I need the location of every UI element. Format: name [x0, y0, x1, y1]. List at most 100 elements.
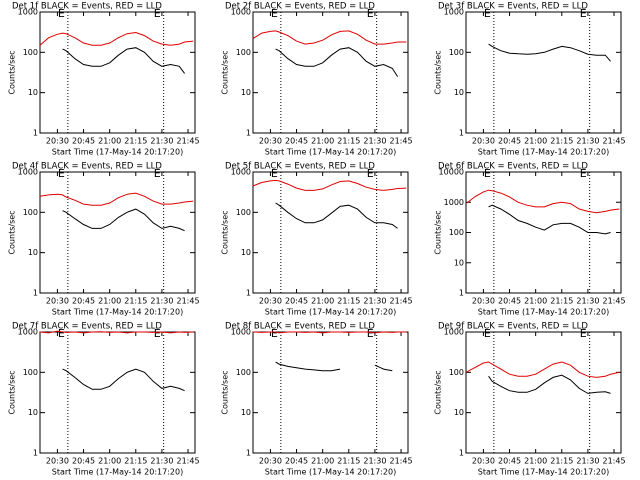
x-tick-label: 20:30	[259, 297, 282, 306]
y-tick-label: 100	[236, 48, 251, 57]
event-label: E	[271, 7, 278, 20]
plot-frame	[252, 331, 409, 454]
x-tick-label: 20:30	[46, 457, 69, 466]
y-tick-label: 10	[241, 248, 251, 257]
y-tick-label: 1000	[18, 168, 38, 177]
y-tick-label: 1	[33, 289, 38, 298]
x-axis-label: Start Time (17-May-14 20:17:20)	[265, 148, 396, 157]
y-axis-label: Counts/sec	[221, 50, 230, 94]
event-label: E	[271, 327, 278, 340]
x-tick-label: 21:15	[550, 457, 573, 466]
series-line	[275, 361, 393, 372]
x-tick-label: 20:45	[285, 297, 308, 306]
x-tick-label: 21:15	[124, 137, 147, 146]
event-label: E	[154, 327, 161, 340]
y-tick-label: 1	[459, 289, 464, 298]
y-tick-label: 1000	[444, 328, 464, 337]
series-line	[488, 374, 611, 394]
series-line	[275, 202, 398, 229]
x-axis-label: Start Time (17-May-14 20:17:20)	[478, 148, 609, 157]
y-axis-label: Counts/sec	[434, 50, 443, 94]
y-axis-label: Counts/sec	[434, 210, 443, 254]
event-label: E	[484, 327, 491, 340]
x-tick-label: 20:45	[498, 457, 521, 466]
x-tick-label: 20:30	[259, 457, 282, 466]
series-line	[39, 192, 194, 206]
y-tick-label: 10000	[439, 168, 464, 177]
x-axis-label: Start Time (17-May-14 20:17:20)	[52, 308, 183, 317]
chart-title: Det 2f BLACK = Events, RED = LLD	[225, 2, 375, 12]
event-label: E	[58, 327, 65, 340]
x-tick-label: 21:15	[124, 297, 147, 306]
x-axis-label: Start Time (17-May-14 20:17:20)	[478, 468, 609, 477]
x-tick-label: 21:45	[390, 457, 413, 466]
series-line	[488, 204, 611, 235]
series-line	[465, 361, 620, 378]
y-tick-label: 1	[246, 289, 251, 298]
event-label: E	[484, 167, 491, 180]
event-label: E	[484, 7, 491, 20]
plot-frame	[252, 11, 409, 134]
chart-title: Det 6f BLACK = Events, RED = LLD	[438, 162, 588, 172]
y-tick-label: 1000	[231, 8, 251, 17]
series-line	[275, 47, 399, 77]
x-tick-label: 21:15	[337, 137, 360, 146]
y-tick-label: 1000	[231, 328, 251, 337]
y-tick-label: 1000	[18, 328, 38, 337]
x-axis-label: Start Time (17-May-14 20:17:20)	[52, 468, 183, 477]
chart-title: Det 5f BLACK = Events, RED = LLD	[225, 162, 375, 172]
x-tick-label: 21:45	[390, 297, 413, 306]
plot-frame	[39, 11, 196, 134]
x-tick-label: 21:30	[576, 137, 599, 146]
y-tick-label: 10	[454, 258, 464, 267]
x-tick-label: 21:30	[150, 297, 173, 306]
y-tick-label: 1	[33, 129, 38, 138]
y-axis-label: Counts/sec	[8, 370, 17, 414]
plot-frame	[252, 171, 409, 294]
series-line	[465, 189, 620, 214]
series-line	[62, 208, 185, 232]
chart-title: Det 3f BLACK = Events, RED = LLD	[438, 2, 588, 12]
y-tick-label: 1	[246, 449, 251, 458]
x-tick-label: 21:00	[98, 297, 121, 306]
y-tick-label: 1000	[444, 198, 464, 207]
x-tick-label: 20:30	[259, 137, 282, 146]
x-tick-label: 21:30	[576, 457, 599, 466]
x-tick-label: 21:00	[311, 137, 334, 146]
event-label: E	[367, 7, 374, 20]
x-tick-label: 21:00	[98, 137, 121, 146]
chart-title: Det 8f BLACK = Events, RED = LLD	[225, 322, 375, 332]
plot-frame	[39, 331, 196, 454]
x-tick-label: 20:45	[72, 297, 95, 306]
series-line	[39, 31, 194, 46]
event-label: E	[58, 7, 65, 20]
x-tick-label: 20:45	[498, 297, 521, 306]
x-tick-label: 21:00	[311, 457, 334, 466]
x-tick-label: 20:30	[46, 137, 69, 146]
series-line	[39, 330, 194, 334]
series-line	[252, 331, 407, 334]
y-tick-label: 10	[454, 88, 464, 97]
event-label: E	[154, 167, 161, 180]
y-axis-label: Counts/sec	[8, 50, 17, 94]
event-label: E	[580, 7, 587, 20]
x-tick-label: 21:00	[524, 297, 547, 306]
y-tick-label: 100	[23, 48, 38, 57]
x-tick-label: 21:00	[524, 457, 547, 466]
x-tick-label: 21:00	[98, 457, 121, 466]
y-axis-label: Counts/sec	[434, 370, 443, 414]
y-tick-label: 10	[454, 408, 464, 417]
y-tick-label: 10	[28, 248, 38, 257]
x-tick-label: 20:45	[498, 137, 521, 146]
x-axis-label: Start Time (17-May-14 20:17:20)	[478, 308, 609, 317]
y-tick-label: 10	[28, 408, 38, 417]
x-tick-label: 21:15	[337, 297, 360, 306]
plot-frame	[39, 171, 196, 294]
x-tick-label: 21:15	[337, 457, 360, 466]
x-tick-label: 21:15	[550, 137, 573, 146]
x-tick-label: 21:45	[603, 457, 626, 466]
x-tick-label: 20:30	[46, 297, 69, 306]
x-tick-label: 21:30	[150, 137, 173, 146]
y-tick-label: 100	[23, 368, 38, 377]
